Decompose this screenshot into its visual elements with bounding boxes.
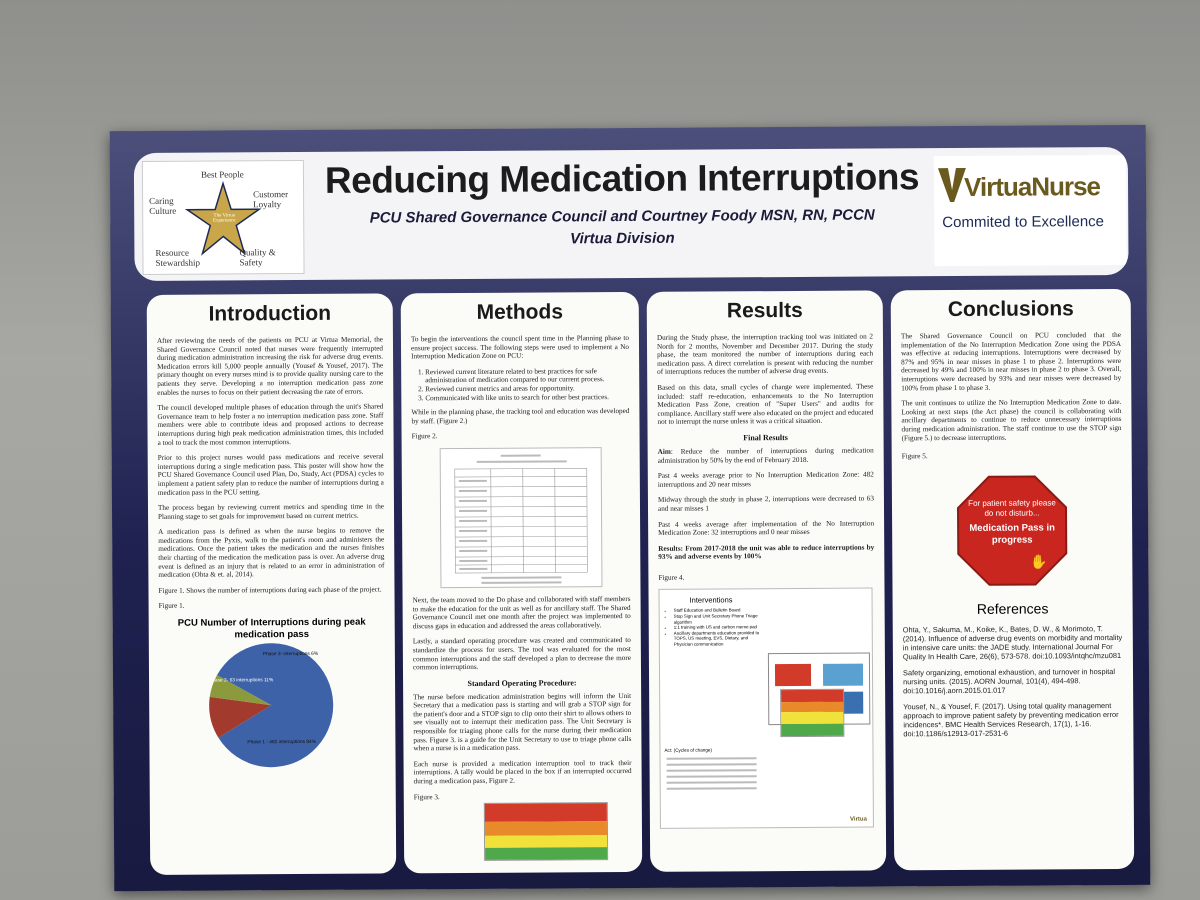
methods-steps-list: Reviewed current literature related to b… <box>425 367 629 403</box>
final-results-heading: Final Results <box>743 432 788 443</box>
results-paragraph-3: Past 4 weeks average prior to No Interru… <box>657 470 874 489</box>
pie-slice <box>209 696 272 738</box>
virtua-v-icon <box>937 167 966 203</box>
logo-quality-safety: Quality & Safety <box>239 247 276 268</box>
stop-sign-icon <box>957 475 1068 586</box>
results-paragraph-5: Past 4 weeks average after implementatio… <box>658 519 875 537</box>
logo-resource-stewardship: Resource Stewardship <box>155 247 201 268</box>
results-heading: Results <box>726 298 803 323</box>
logo-customer-loyalty: Customer Loyalty <box>253 189 289 210</box>
introduction-heading: Introduction <box>208 301 332 326</box>
triage-guide-figure <box>483 802 609 862</box>
methods-heading: Methods <box>476 300 564 324</box>
stop-sign-figure: For patient safety please do not disturb… <box>956 474 1069 587</box>
figure-4-label: Figure 4. <box>658 573 685 582</box>
poster-division: Virtua Division <box>570 229 675 248</box>
pie-slice-label: Phase 3- interruptions 6% <box>263 651 319 657</box>
conclusions-panel: Conclusions The Shared Governance Counci… <box>890 288 1135 871</box>
results-aim: Aim: Reduce the number of interruptions … <box>658 446 874 465</box>
tracking-table-graphic <box>454 454 588 584</box>
pie-chart: PCU Number of Interruptions during peak … <box>159 617 386 775</box>
poster-subtitle: PCU Shared Governance Council and Courtn… <box>369 206 875 227</box>
conclusions-paragraph-2: The unit continues to utilize the No Int… <box>901 398 1122 442</box>
fig4-item: Ancillary departments education provided… <box>674 630 766 647</box>
pie-chart-title: PCU Number of Interruptions during peak … <box>177 616 366 641</box>
methods-paragraph-1: To begin the interventions the council s… <box>410 334 630 361</box>
fig4-brand: Virtua <box>849 817 867 824</box>
fig4-item: Stop Sign and Unit Secretary Phone Triag… <box>674 613 766 625</box>
poster: Best People Caring Culture Customer Loya… <box>109 124 1151 892</box>
intro-paragraph-1: After reviewing the needs of the patient… <box>156 335 384 397</box>
intro-paragraph-6: Figure 1. Shows the number of interrupti… <box>158 585 382 595</box>
brand-tagline: Commited to Excellence <box>942 213 1105 232</box>
methods-paragraph-5: The nurse before medication administrati… <box>413 691 632 753</box>
methods-panel: Methods To begin the interventions the c… <box>400 291 643 874</box>
fig4-act-lines <box>666 757 757 791</box>
methods-step: Reviewed current literature related to b… <box>425 367 629 385</box>
sop-heading: Standard Operating Procedure: <box>467 678 577 688</box>
references-heading: References <box>976 600 1049 617</box>
methods-paragraph-3: Next, the team moved to the Do phase and… <box>412 594 631 631</box>
methods-step: Communicated with like units to search f… <box>425 393 629 403</box>
results-summary: Results: From 2017-2018 the unit was abl… <box>658 543 875 562</box>
methods-paragraph-4: Lastly, a standard operating procedure w… <box>412 636 631 672</box>
figure-1-label: Figure 1. <box>158 602 185 611</box>
references-section: References Ohta, Y., Sakuma, M., Koike, … <box>903 600 1124 738</box>
figure-3-label: Figure 3. <box>413 792 440 801</box>
poster-header: Best People Caring Culture Customer Loya… <box>133 146 1129 282</box>
reference-3: Yousef, N., & Yousef, F. (2017). Using t… <box>903 700 1119 739</box>
tracking-tool-figure <box>439 447 603 589</box>
figure-5-label: Figure 5. <box>901 452 928 461</box>
logo-caring-culture: Caring Culture <box>149 195 177 216</box>
introduction-panel: Introduction After reviewing the needs o… <box>146 293 397 875</box>
hand-icon: ✋ <box>1030 555 1048 571</box>
pie-slice <box>209 675 272 706</box>
fig4-color-chart <box>780 689 845 738</box>
pie-slice <box>217 643 334 768</box>
aim-text: : Reduce the number of interruptions dur… <box>657 446 874 465</box>
logo-best-people: Best People <box>200 169 244 180</box>
intro-paragraph-2: The council developed multiple phases of… <box>157 402 384 447</box>
logo-center-text: The Virtua Experience <box>212 213 236 224</box>
conclusions-paragraph-1: The Shared Governance Council on PCU con… <box>900 330 1122 392</box>
virtuanurse-logo: VirtuaNurse Commited to Excellence <box>933 154 1127 267</box>
results-paragraph-2: Based on this data, small cycles of chan… <box>657 382 874 427</box>
fig4-act-label: Act: (Cycles of change) <box>664 747 712 754</box>
results-paragraph-4: Midway through the study in phase 2, int… <box>657 494 874 513</box>
pie-chart-svg: Phase 1 - 482 interruptions 84% Phase 2- … <box>209 643 334 768</box>
stop-sign-line-2: Medication Pass in progress <box>969 522 1055 546</box>
stop-sign-line-1: For patient safety please do not disturb… <box>968 498 1056 518</box>
poster-title: Reducing Medication Interruptions <box>324 156 920 201</box>
aim-label: Aim <box>657 447 671 456</box>
intro-paragraph-3: Prior to this project nurses would pass … <box>157 452 384 497</box>
methods-paragraph-6: Each nurse is provided a medication inte… <box>413 758 632 786</box>
fig4-list: Staff Education and Bulletin Board Stop … <box>664 608 766 648</box>
reference-1: Ohta, Y., Sakuma, M., Koike, K., Bates, … <box>902 623 1123 662</box>
methods-paragraph-2: While in the planning phase, the trackin… <box>411 407 630 426</box>
conclusions-heading: Conclusions <box>947 297 1074 322</box>
brand-name: VirtuaNurse <box>963 171 1101 202</box>
star-icon <box>184 180 262 256</box>
results-paragraph-1: During the Study phase, the interruption… <box>656 332 874 377</box>
pie-slice-label: Phase 1 - 482 interruptions 84% <box>247 739 316 745</box>
intro-paragraph-4: The process began by reviewing current m… <box>157 502 385 521</box>
pie-slice-label: Phase 2- 63 interruptions 11% <box>209 677 274 683</box>
figure-2-label: Figure 2. <box>411 432 438 441</box>
virtua-star-logo: Best People Caring Culture Customer Loya… <box>141 159 305 275</box>
intro-paragraph-5: A medication pass is defined as when the… <box>158 526 385 580</box>
pdsa-interventions-figure: Interventions Staff Education and Bullet… <box>658 587 874 830</box>
results-panel: Results During the Study phase, the inte… <box>646 290 887 872</box>
fig4-title: Interventions <box>689 595 733 606</box>
reference-2: Safety organizing, emotional exhaustion,… <box>902 666 1116 696</box>
